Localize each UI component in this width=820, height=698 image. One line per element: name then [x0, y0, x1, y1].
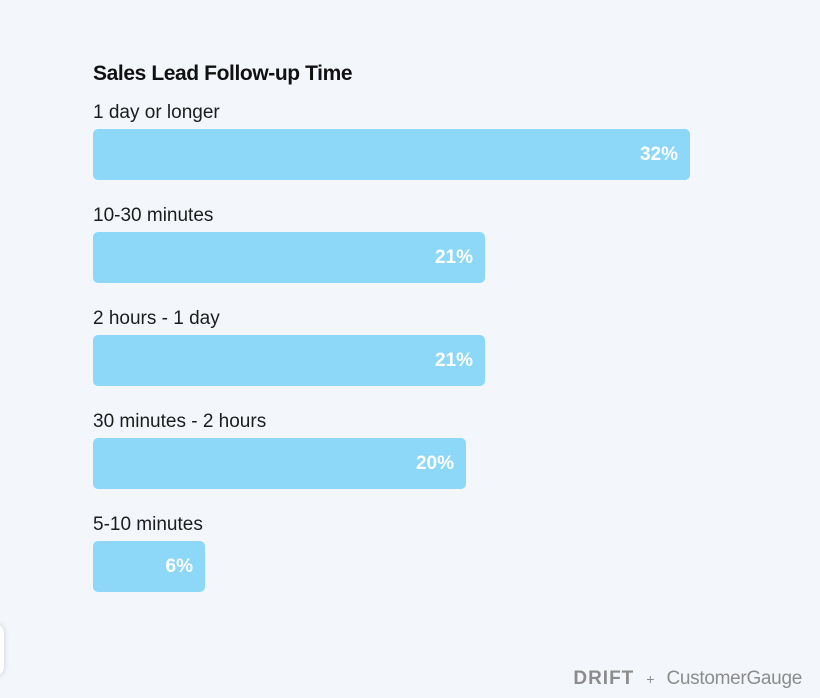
- bar: 21%: [93, 232, 485, 283]
- bar: 6%: [93, 541, 205, 592]
- bar: 20%: [93, 438, 466, 489]
- bar-value-label: 21%: [434, 350, 473, 371]
- bar-value-label: 20%: [415, 453, 454, 474]
- chart-title: Sales Lead Follow-up Time: [93, 62, 353, 85]
- edge-widget: [0, 624, 4, 676]
- category-label: 5-10 minutes: [93, 514, 203, 535]
- category-label: 1 day or longer: [93, 102, 220, 123]
- bar-value-label: 6%: [165, 556, 193, 577]
- footer-logos: DRIFT + CustomerGauge: [573, 668, 802, 690]
- bar-value-label: 21%: [434, 247, 473, 268]
- drift-logo: DRIFT: [573, 668, 635, 689]
- bar-row: 2 hours - 1 day 21%: [93, 308, 793, 411]
- bar-row: 10-30 minutes 21%: [93, 205, 793, 308]
- bar: 21%: [93, 335, 485, 386]
- customergauge-logo: CustomerGauge: [666, 668, 802, 689]
- bar-row: 5-10 minutes 6%: [93, 514, 793, 617]
- bar-rows: 1 day or longer 32% 10-30 minutes 21% 2 hour…: [93, 102, 793, 617]
- category-label: 10-30 minutes: [93, 205, 214, 226]
- logo-separator: +: [646, 671, 655, 687]
- bar-value-label: 32%: [639, 144, 678, 165]
- category-label: 2 hours - 1 day: [93, 308, 220, 329]
- category-label: 30 minutes - 2 hours: [93, 411, 267, 432]
- bar-row: 1 day or longer 32%: [93, 102, 793, 205]
- bar: 32%: [93, 129, 690, 180]
- bar-row: 30 minutes - 2 hours 20%: [93, 411, 793, 514]
- chart: Sales Lead Follow-up Time 1 day or longe…: [93, 60, 793, 617]
